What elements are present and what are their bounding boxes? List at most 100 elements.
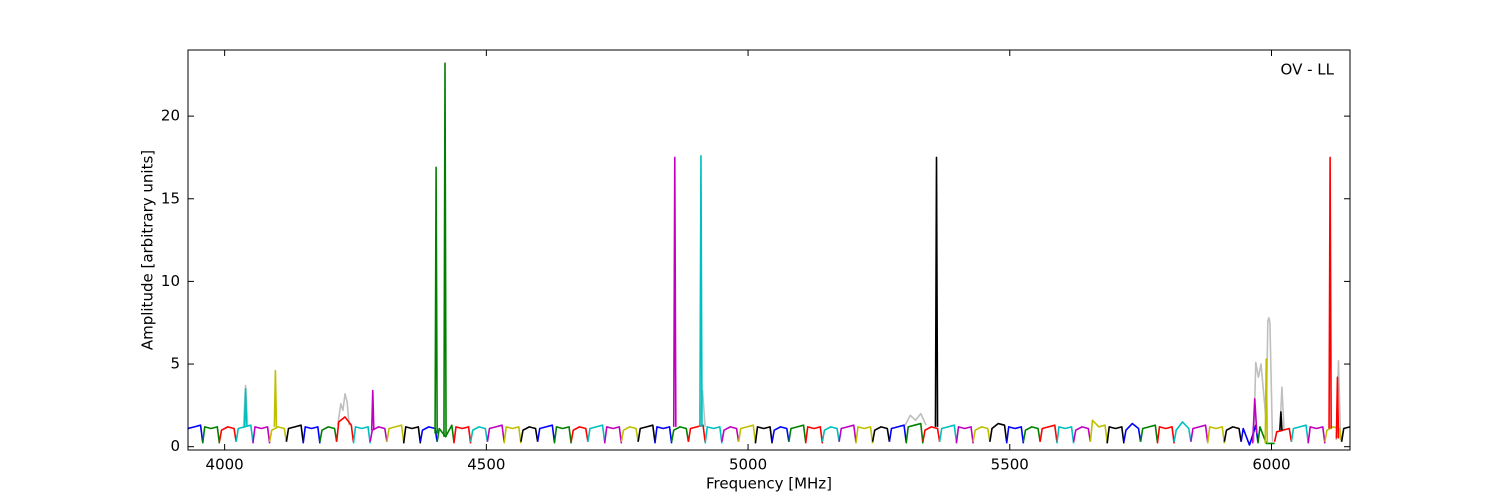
- spectrum-line: [273, 369, 278, 427]
- spectrum-line: [335, 416, 355, 442]
- spectrum-line: [871, 426, 891, 442]
- spectrum-line: [687, 424, 706, 442]
- y-tick-label: 0: [170, 437, 180, 455]
- spectrum-line: [285, 424, 304, 442]
- spectrum-line: [1139, 424, 1159, 442]
- spectrum-line: [1022, 426, 1041, 442]
- x-tick-label: 4000: [206, 456, 244, 474]
- spectrum-line: [1072, 426, 1092, 442]
- spectrum-line: [1335, 376, 1340, 439]
- annotation: OV - LL: [1281, 61, 1335, 79]
- spectrum-line: [1005, 426, 1025, 444]
- spectrum-line: [737, 424, 757, 442]
- spectrum-line: [972, 426, 991, 442]
- y-axis-label: Amplitude [arbitrary units]: [139, 150, 157, 350]
- spectrum-line: [771, 426, 790, 442]
- spectrum-line: [603, 426, 623, 444]
- spectrum-line: [637, 424, 656, 442]
- y-tick-label: 10: [161, 272, 180, 290]
- x-tick-label: 5500: [991, 456, 1029, 474]
- spectrum-line: [486, 424, 505, 442]
- spectrum-line: [1223, 426, 1242, 442]
- spectrum-line: [520, 426, 539, 442]
- spectrum-line: [469, 426, 489, 442]
- spectrum-line: [1240, 424, 1259, 446]
- plot-area: [188, 62, 1350, 446]
- spectrum-line: [1123, 422, 1142, 442]
- spectrum-line: [838, 424, 857, 442]
- spectrum-line: [804, 426, 824, 444]
- spectrum-line: [1089, 419, 1108, 442]
- spectrum-line: [704, 426, 723, 444]
- spectrum-line: [188, 424, 204, 442]
- spectrum-line: [570, 426, 589, 442]
- spectrum-line: [904, 412, 927, 426]
- y-tick-label: 15: [161, 189, 180, 207]
- spectrum-line: [788, 424, 807, 442]
- spectrum-line: [1190, 424, 1209, 442]
- spectrum-line: [503, 426, 522, 444]
- spectrum-line: [1173, 421, 1192, 442]
- spectrum-line: [243, 388, 248, 427]
- spectrum-line: [443, 62, 447, 437]
- spectrum-line: [268, 426, 288, 442]
- y-tick-label: 5: [170, 355, 180, 373]
- spectrum-line: [402, 426, 422, 444]
- spectrum-line: [620, 426, 639, 442]
- spectrum-line: [654, 426, 673, 444]
- spectrum-line: [201, 426, 221, 444]
- spectrum-line: [905, 422, 924, 444]
- spectrum-line: [955, 426, 974, 444]
- spectrum-line: [352, 426, 371, 444]
- spectrum-line: [1206, 426, 1226, 444]
- spectrum-line: [1156, 426, 1175, 444]
- spectrum-line: [370, 389, 375, 431]
- spectrum-line: [1307, 426, 1326, 444]
- spectrum-line: [1264, 358, 1269, 444]
- spectrum-line: [821, 426, 840, 442]
- spectrum-line: [453, 426, 472, 444]
- spectrum-line: [386, 424, 405, 442]
- spectrum-line: [699, 154, 703, 427]
- spectrum-line: [235, 424, 254, 442]
- spectrum-line: [989, 422, 1008, 442]
- spectrum-line: [1290, 424, 1309, 442]
- spectrum-line: [1279, 411, 1283, 431]
- spectrum-line: [252, 426, 271, 444]
- spectrum-line: [1257, 426, 1275, 445]
- spectrum-line: [938, 424, 958, 442]
- spectrum-line: [1106, 426, 1125, 444]
- x-axis-label: Frequency [MHz]: [706, 475, 832, 493]
- spectrum-line: [434, 166, 438, 434]
- axes-frame: [187, 49, 1351, 451]
- x-tick-label: 5000: [729, 456, 767, 474]
- x-tick-label: 6000: [1252, 456, 1290, 474]
- spectrum-line: [1324, 426, 1343, 442]
- spectrum-line: [302, 426, 321, 444]
- spectrum-line: [336, 393, 351, 426]
- spectrum-line: [553, 426, 572, 444]
- spectrum-line: [855, 426, 874, 444]
- spectrum-line: [369, 426, 388, 442]
- spectrum-line: [1328, 156, 1332, 429]
- spectrum-line: [1340, 426, 1350, 442]
- spectrum-line: [218, 426, 237, 442]
- spectrum-line: [721, 426, 740, 442]
- x-tick-label: 4500: [467, 456, 505, 474]
- spectrum-line: [672, 156, 677, 427]
- spectrum-line: [1056, 426, 1075, 444]
- spectrum-line: [1039, 424, 1058, 442]
- spectrum-line: [1251, 397, 1258, 444]
- spectrum-line: [754, 426, 773, 444]
- spectrum-line: [319, 426, 338, 442]
- y-tick-label: 20: [161, 107, 180, 125]
- spectrum-line: [536, 424, 556, 442]
- spectrum-line: [670, 426, 690, 442]
- spectrum-line: [888, 424, 907, 442]
- spectrum-line: [922, 426, 941, 442]
- spectrum-line: [587, 424, 606, 442]
- spectrum-line: [934, 156, 939, 427]
- spectrum-line: [1273, 427, 1293, 442]
